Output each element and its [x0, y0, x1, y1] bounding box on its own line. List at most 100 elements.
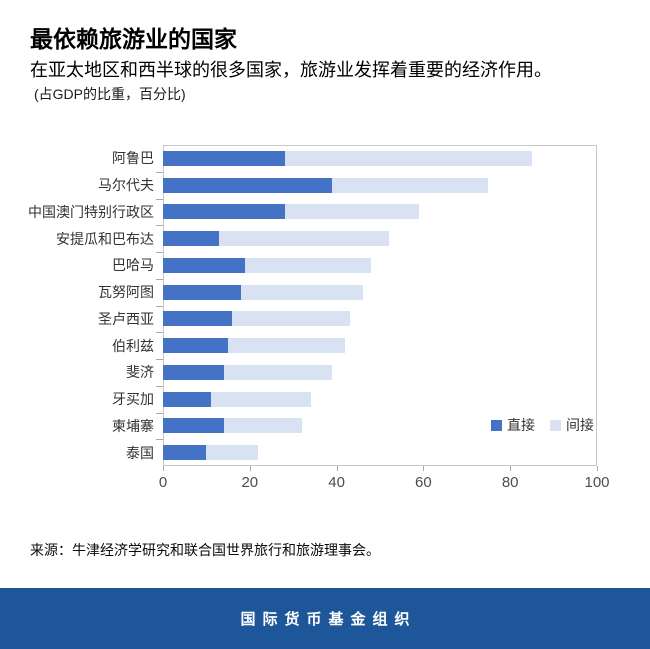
x-axis-tick [336, 466, 338, 471]
x-tick-label: 20 [241, 474, 259, 491]
y-axis-category-tick [156, 332, 163, 334]
y-axis-category-tick [156, 305, 163, 307]
category-label: 伯利兹 [112, 337, 154, 354]
bar-segment-direct [163, 177, 333, 193]
x-tick-label: 80 [501, 474, 519, 491]
bar-segment-indirect [219, 231, 389, 247]
bar-track [163, 257, 597, 273]
x-axis-tick [163, 466, 164, 471]
bar-segment-direct [163, 338, 229, 354]
category-label: 中国澳门特别行政区 [28, 203, 154, 220]
bar-track [163, 284, 597, 300]
bar-track [163, 311, 597, 327]
x-tick-label: 40 [328, 474, 345, 491]
bar-track [163, 445, 597, 461]
category-label: 巴哈马 [112, 257, 154, 274]
bar-segment-direct [163, 284, 242, 300]
y-axis-category-tick [156, 412, 163, 414]
y-axis-category-tick [156, 198, 163, 200]
bar-track [163, 231, 597, 247]
bar-segment-indirect [228, 338, 346, 354]
bar-track [163, 177, 597, 193]
chart-row: 柬埔寨 [0, 413, 597, 440]
unit-note: (占GDP的比重，百分比) [34, 86, 186, 102]
plot-area [163, 145, 597, 466]
legend-label: 直接 [507, 417, 535, 433]
chart-row: 阿鲁巴 [0, 145, 597, 172]
chart-row: 瓦努阿图 [0, 279, 597, 306]
x-tick-label: 0 [158, 474, 168, 491]
bar-track [163, 364, 597, 380]
bar-track [163, 391, 597, 407]
bar-segment-indirect [223, 364, 333, 380]
x-axis-labels: 0 20 40 60 80 100 [0, 474, 650, 494]
bar-rows: 阿鲁巴马尔代夫中国澳门特别行政区安提瓜和巴布达巴哈马瓦努阿图圣卢西亚伯利兹斐济牙… [0, 145, 597, 466]
bar-track [163, 418, 597, 434]
chart-row: 圣卢西亚 [0, 306, 597, 333]
x-tick-label: 60 [415, 474, 432, 491]
legend-label: 间接 [566, 417, 594, 433]
x-axis-tick [597, 466, 598, 471]
category-label: 瓦努阿图 [98, 284, 154, 301]
y-axis-category-tick [156, 171, 163, 173]
chart-legend: 直接 间接 [491, 415, 594, 435]
x-axis-tick [510, 466, 512, 471]
category-label: 阿鲁巴 [112, 150, 154, 167]
page-title: 最依赖旅游业的国家 [30, 26, 237, 52]
category-label: 泰国 [126, 444, 154, 461]
legend-item: 直接 [491, 415, 535, 435]
bar-track [163, 338, 597, 354]
y-axis-category-tick [156, 359, 163, 360]
bar-segment-direct [163, 311, 233, 327]
category-label: 圣卢西亚 [98, 310, 154, 327]
bar-segment-indirect [241, 284, 363, 300]
chart-row: 中国澳门特别行政区 [0, 199, 597, 226]
chart-row: 安提瓜和巴布达 [0, 225, 597, 252]
chart-row: 牙买加 [0, 386, 597, 413]
chart-row: 斐济 [0, 359, 597, 386]
legend-swatch [550, 419, 561, 431]
y-axis-category-tick [156, 439, 163, 441]
legend-item: 间接 [550, 415, 594, 435]
footer-bar: 国际货币基金组织 [0, 588, 650, 649]
category-label: 斐济 [126, 364, 154, 381]
x-axis-tick [249, 466, 251, 471]
y-axis-category-tick [156, 252, 163, 253]
bar-segment-direct [163, 364, 224, 380]
legend-swatch [491, 419, 502, 431]
bar-segment-indirect [284, 150, 532, 166]
bar-segment-indirect [245, 257, 372, 273]
bar-segment-indirect [332, 177, 489, 193]
category-label: 马尔代夫 [98, 177, 154, 194]
imf-wordmark: 国际货币基金组织 [240, 611, 417, 628]
bar-segment-indirect [232, 311, 350, 327]
category-label: 安提瓜和巴布达 [56, 230, 154, 247]
bar-segment-indirect [210, 391, 311, 407]
bar-track [163, 204, 597, 220]
x-tick-label: 100 [584, 474, 610, 491]
chart-row: 伯利兹 [0, 332, 597, 359]
source-note: 来源：牛津经济学研究和联合国世界旅行和旅游理事会。 [30, 542, 380, 558]
bar-segment-indirect [223, 418, 302, 434]
x-axis-tick [423, 466, 425, 471]
chart-row: 马尔代夫 [0, 172, 597, 199]
bar-segment-direct [163, 418, 224, 434]
category-label: 牙买加 [112, 391, 154, 408]
bar-segment-direct [163, 391, 211, 407]
bar-segment-direct [163, 257, 246, 273]
y-axis-category-tick [156, 385, 163, 387]
bar-track [163, 150, 597, 166]
chart-row: 泰国 [0, 439, 597, 466]
bar-segment-direct [163, 150, 285, 166]
bar-segment-direct [163, 204, 285, 220]
category-label: 柬埔寨 [112, 417, 154, 434]
bar-segment-direct [163, 445, 207, 461]
bar-segment-direct [163, 231, 220, 247]
chart-row: 巴哈马 [0, 252, 597, 279]
page-subtitle: 在亚太地区和西半球的很多国家，旅游业发挥着重要的经济作用。 [30, 60, 552, 80]
y-axis-category-tick [156, 225, 163, 227]
y-axis-category-tick [156, 278, 163, 280]
bar-segment-indirect [284, 204, 420, 220]
bar-segment-indirect [206, 445, 259, 461]
